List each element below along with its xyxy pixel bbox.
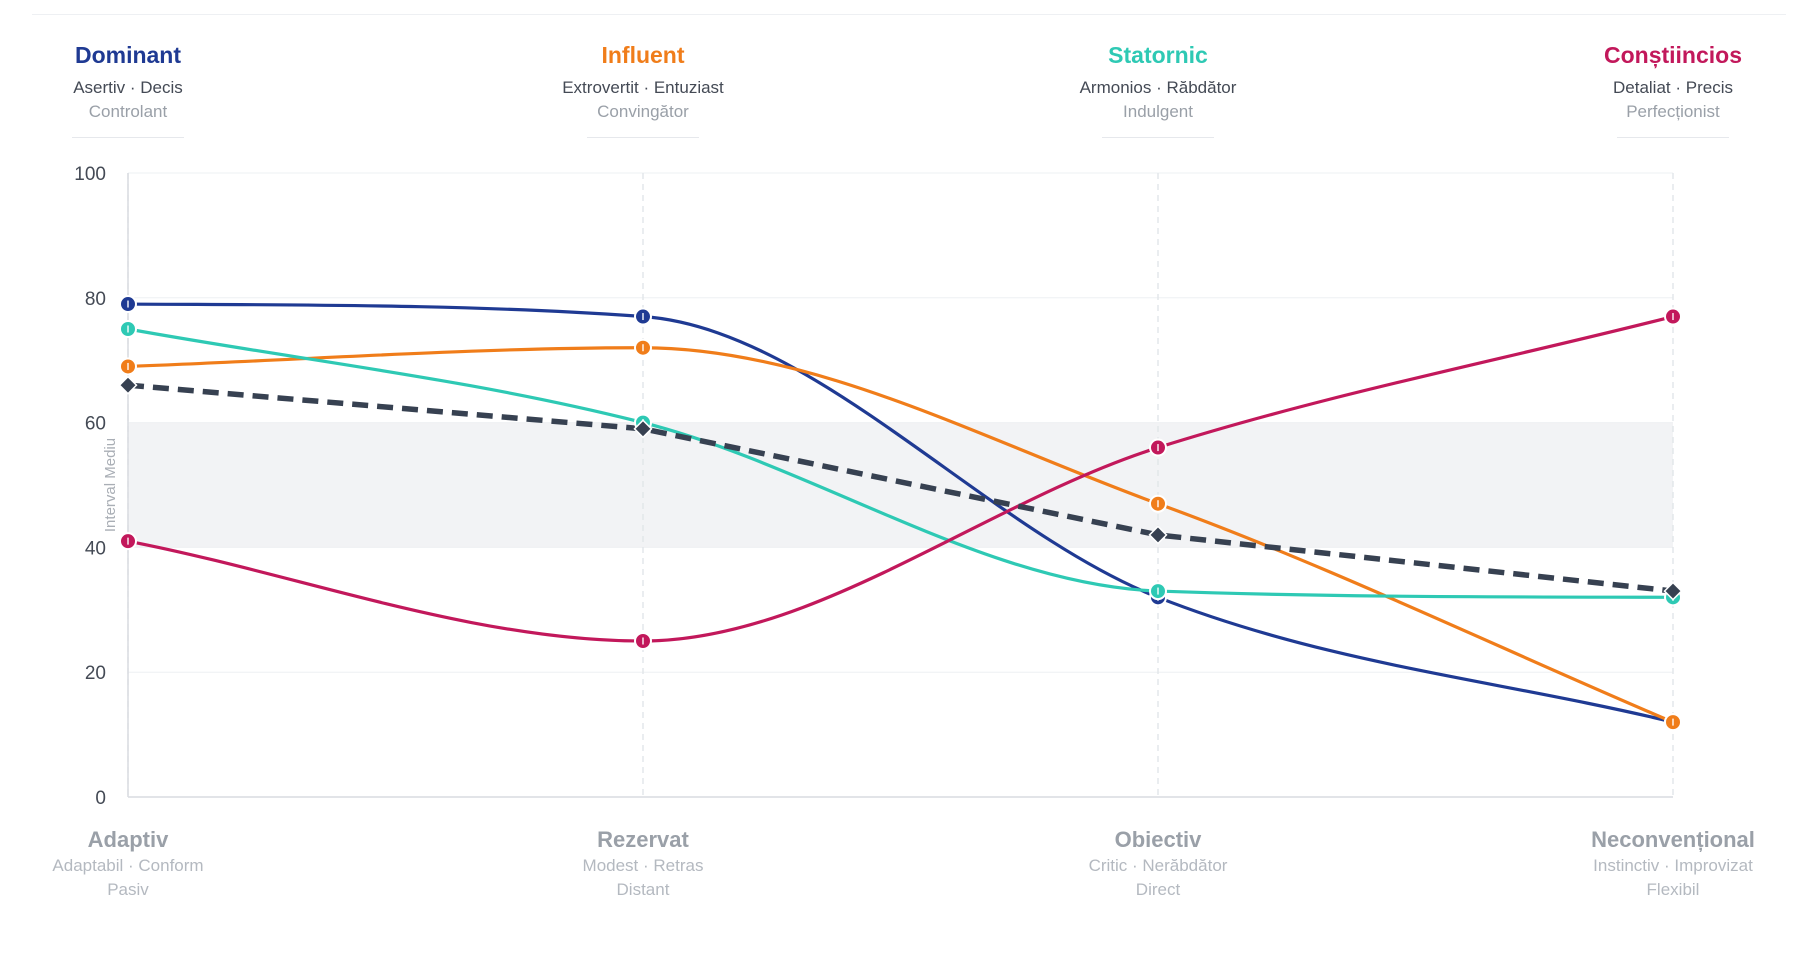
- header-traits: Detaliat · Precis: [1613, 78, 1733, 97]
- header-extra: Controlant: [88, 102, 168, 121]
- footer-title: Obiectiv: [1114, 827, 1202, 852]
- header-traits: Asertiv · Decis: [73, 78, 183, 97]
- header-dominant: Dominant Asertiv · Decis Controlant: [0, 41, 268, 138]
- header-title: Dominant: [74, 42, 182, 68]
- header-influent: Influent Extrovertit · Entuziast Conving…: [503, 41, 783, 138]
- header-traits: Armonios · Răbdător: [1079, 78, 1237, 97]
- y-tick-label: 80: [85, 289, 106, 310]
- footer-rezervat: Rezervat Modest · Retras Distant: [503, 827, 783, 901]
- header-underline: [1102, 137, 1214, 138]
- data-point-average: [1663, 581, 1683, 601]
- header-underline: [587, 137, 699, 138]
- y-tick-label: 0: [95, 788, 106, 809]
- footer-traits: Instinctiv · Improvizat: [1593, 856, 1753, 875]
- data-point-average: [633, 419, 653, 439]
- data-point-average: [1148, 525, 1168, 545]
- footer-title: Neconvențional: [1591, 827, 1755, 852]
- header-constiincios: Conștiincios Detaliat · Precis Perfecțio…: [1533, 41, 1813, 138]
- y-tick-label: 100: [74, 164, 106, 185]
- footer-title: Adaptiv: [87, 827, 169, 852]
- footer-traits: Adaptabil · Conform: [52, 856, 204, 875]
- top-divider: [32, 14, 1786, 15]
- header-extra: Perfecționist: [1626, 102, 1720, 121]
- header-underline: [72, 137, 184, 138]
- footer-neconventional: Neconvențional Instinctiv · Improvizat F…: [1533, 827, 1813, 901]
- data-point-average: [118, 375, 138, 395]
- footer-traits: Critic · Nerăbdător: [1088, 856, 1228, 875]
- header-title: Influent: [601, 42, 685, 68]
- y-tick-label: 60: [85, 414, 106, 435]
- series-line-3: [126, 314, 1675, 643]
- header-extra: Indulgent: [1123, 102, 1193, 121]
- header-traits: Extrovertit · Entuziast: [562, 78, 724, 97]
- average-band: [128, 422, 1673, 548]
- series-line-average: [127, 382, 1674, 594]
- footer-obiectiv: Obiectiv Critic · Nerăbdător Direct: [1018, 827, 1298, 901]
- footer-extra: Pasiv: [107, 880, 149, 899]
- footer-extra: Direct: [1135, 880, 1181, 899]
- y-tick-label: 20: [85, 663, 106, 684]
- header-extra: Convingător: [597, 102, 689, 121]
- footer-extra: Flexibil: [1646, 880, 1700, 899]
- footer-title: Rezervat: [597, 827, 689, 852]
- series-line-0: [126, 302, 1675, 724]
- header-title: Conștiincios: [1603, 42, 1742, 68]
- header-statornic: Statornic Armonios · Răbdător Indulgent: [1018, 41, 1298, 138]
- footer-extra: Distant: [616, 880, 670, 899]
- y-tick-label: 40: [85, 538, 106, 559]
- series-line-1: [126, 346, 1675, 724]
- footer-traits: Modest · Retras: [582, 856, 704, 875]
- footer-adaptiv: Adaptiv Adaptabil · Conform Pasiv: [0, 827, 268, 901]
- header-underline: [1617, 137, 1729, 138]
- band-label: Interval Mediu: [102, 438, 119, 532]
- series-line-2: [126, 327, 1675, 599]
- header-title: Statornic: [1108, 42, 1208, 68]
